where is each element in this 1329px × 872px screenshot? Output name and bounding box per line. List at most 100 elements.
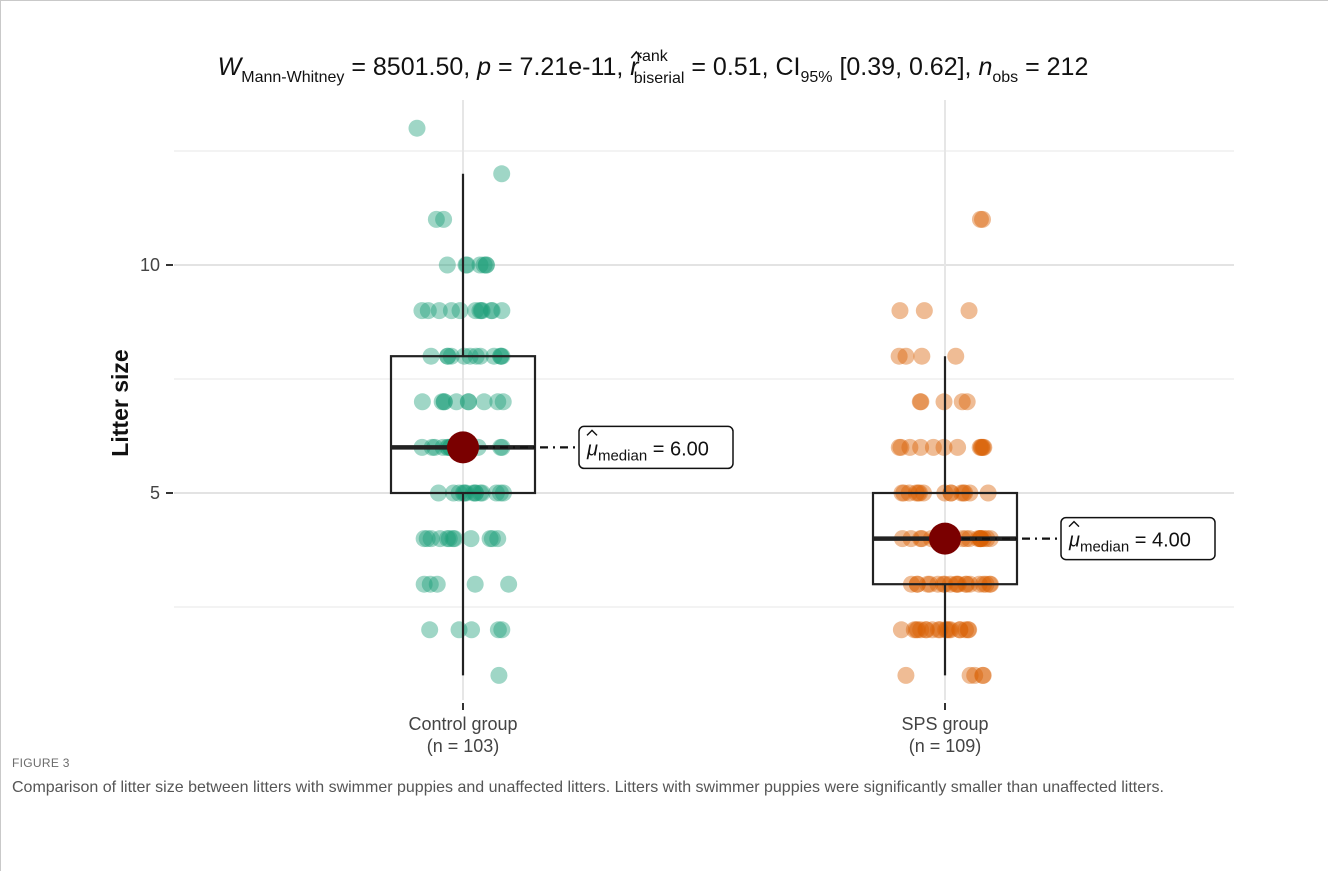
data-point [447, 393, 465, 411]
data-point [422, 530, 440, 548]
data-point [419, 302, 437, 320]
data-point [974, 210, 992, 228]
data-point [947, 347, 965, 365]
data-point [475, 393, 493, 411]
data-point [957, 621, 975, 639]
data-point [493, 302, 511, 320]
data-point [912, 621, 930, 639]
data-point [917, 621, 935, 639]
title-n-symbol: n [978, 53, 992, 81]
data-point [481, 530, 499, 548]
title-w-symbol: W [218, 53, 244, 81]
data-point [974, 666, 992, 684]
data-point [460, 393, 478, 411]
data-point [463, 621, 481, 639]
figure-caption: FIGURE 3 Comparison of litter size betwe… [12, 756, 1312, 800]
data-point [890, 347, 908, 365]
data-point [489, 530, 507, 548]
data-point [909, 621, 927, 639]
data-point [433, 393, 451, 411]
data-point [951, 621, 969, 639]
data-point [435, 393, 453, 411]
hat-accent-icon [586, 429, 598, 436]
x-tick-label: Control group [408, 714, 517, 734]
data-point [408, 119, 426, 137]
data-point [892, 438, 910, 456]
data-point [421, 575, 439, 593]
data-point [949, 438, 967, 456]
data-point [971, 210, 989, 228]
data-point [891, 302, 909, 320]
data-point [489, 621, 507, 639]
box-iqr [389, 355, 537, 495]
data-point [953, 393, 971, 411]
hat-accent-icon [1068, 520, 1080, 528]
data-point [924, 438, 942, 456]
data-point [973, 438, 991, 456]
median-label-box [578, 425, 734, 470]
x-tick-label: SPS group [901, 714, 988, 734]
data-point [493, 621, 511, 639]
data-point [483, 530, 501, 548]
x-tick-count-label: (n = 109) [909, 736, 982, 756]
litter-size-chart: WMann-Whitney = 8501.50, p = 7.21e-11, r… [107, 48, 1234, 756]
data-point [482, 302, 500, 320]
data-point [959, 621, 977, 639]
data-point [901, 438, 919, 456]
data-point [974, 438, 992, 456]
data-point [475, 256, 493, 274]
data-point [897, 347, 915, 365]
data-point [938, 621, 956, 639]
data-point [493, 165, 511, 183]
title-r-symbol: r [630, 53, 640, 81]
title-n-value: = 212 [1018, 53, 1088, 81]
data-point [483, 302, 501, 320]
data-point [466, 575, 484, 593]
title-p-value: = 7.21e-11, [491, 53, 630, 81]
title-ci-value: [0.39, 0.62], [833, 53, 979, 81]
data-point [451, 302, 469, 320]
data-point [951, 621, 969, 639]
x-axis: Control group(n = 103) SPS group(n = 109) [408, 703, 989, 756]
median-label-text: μmedian = 4.00 [1068, 530, 1191, 556]
title-r-subscript: biserial [634, 70, 685, 87]
data-point [435, 210, 453, 228]
data-point [430, 302, 448, 320]
data-point [428, 575, 446, 593]
data-point [961, 666, 979, 684]
median-label-box [1060, 516, 1216, 561]
data-point [975, 438, 993, 456]
data-point [438, 256, 456, 274]
median-point [929, 522, 961, 555]
data-point [971, 438, 989, 456]
data-point [471, 256, 489, 274]
data-point [413, 393, 431, 411]
boxplots [389, 173, 1019, 676]
data-point [418, 530, 436, 548]
median-label-text: μmedian = 6.00 [586, 438, 709, 464]
data-point [415, 575, 433, 593]
data-point [500, 575, 518, 593]
data-point [972, 438, 990, 456]
title-hat-accent-icon [630, 50, 642, 59]
data-point [415, 530, 433, 548]
data-point [438, 530, 456, 548]
data-point [942, 621, 960, 639]
data-point [913, 347, 931, 365]
x-tick-count-label: (n = 103) [427, 736, 500, 756]
title-n-subscript: obs [992, 69, 1018, 86]
figure-label: FIGURE 3 [12, 756, 70, 770]
median-labels: μmedian = 6.00 μmedian = 4.00 [480, 425, 1216, 561]
data-point [459, 393, 477, 411]
data-point [960, 302, 978, 320]
data-point [897, 666, 915, 684]
chart-title: WMann-Whitney = 8501.50, p = 7.21e-11, r… [218, 48, 1089, 87]
data-point [427, 210, 445, 228]
data-point [413, 302, 431, 320]
data-point [421, 621, 439, 639]
y-tick-label: 10 [140, 255, 160, 275]
data-point [974, 666, 992, 684]
data-point [442, 302, 460, 320]
title-ci-subscript: 95% [800, 69, 832, 86]
